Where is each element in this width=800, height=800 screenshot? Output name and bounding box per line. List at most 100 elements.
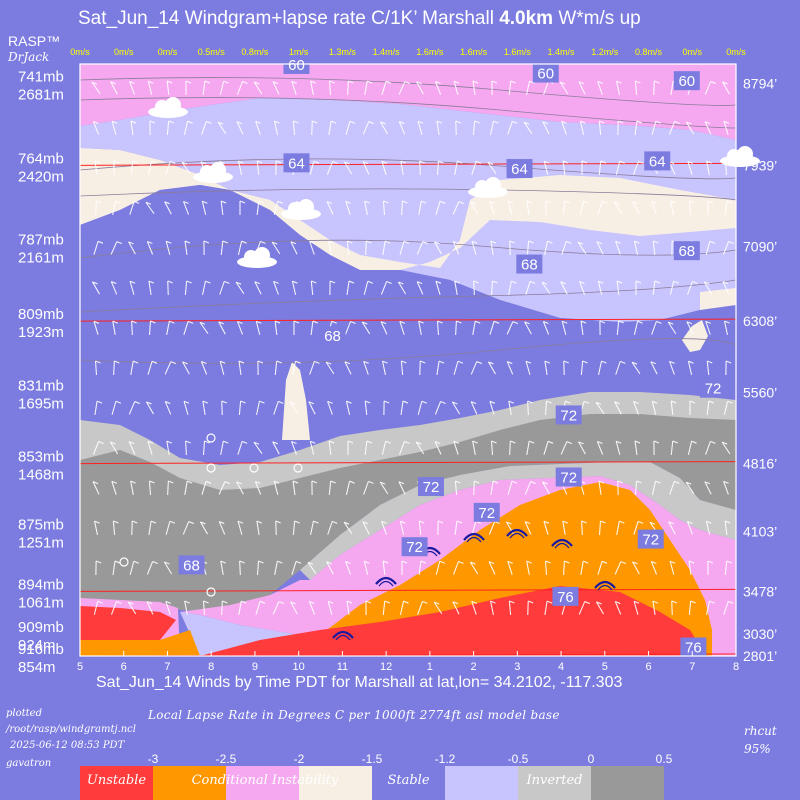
wind-barb: [704, 121, 712, 135]
wind-barb: [93, 601, 99, 615]
wind-barb-flag: [385, 440, 391, 444]
wind-barb-flag: [96, 200, 102, 204]
isotherm-label: 68: [183, 557, 200, 574]
wind-barb: [706, 400, 710, 416]
wind-barb-flag: [615, 440, 622, 444]
wind-barb: [256, 160, 260, 176]
wind-barb: [470, 401, 478, 415]
isotherm-label-box: [644, 151, 671, 171]
wind-barb: [202, 281, 206, 295]
wind-barb: [723, 601, 729, 615]
height-m-label: 1468m: [18, 467, 64, 484]
title-prefix: Sat_Jun_14 Windgram+lapse rate C/1K’ Mar…: [78, 8, 500, 29]
wind-barb: [146, 401, 154, 415]
cloud-icon: [720, 146, 760, 167]
wind-barb-flag: [510, 80, 516, 84]
pressure-line: [79, 318, 737, 322]
wind-barb: [454, 520, 458, 536]
wind-barb-flag: [419, 520, 425, 524]
wind-barb: [562, 521, 566, 535]
wind-barb-flag: [525, 360, 532, 364]
isotherm-label: 72: [406, 539, 423, 556]
wind-barb-flag: [92, 481, 99, 485]
wind-barb: [434, 441, 442, 455]
wind-barb-flag: [398, 481, 405, 485]
wind-barb: [94, 401, 98, 415]
wind-barb-flag: [561, 120, 567, 124]
wind-barb-flag: [634, 240, 640, 244]
wind-barb: [274, 320, 278, 336]
wind-barb-flag: [564, 560, 570, 564]
wind-barb-flag: [152, 560, 158, 565]
wind-barb: [236, 481, 244, 495]
wind-barb-flag: [379, 481, 386, 485]
wind-barb-flag: [169, 320, 175, 324]
wind-barb-flag: [332, 160, 338, 165]
pressure-reference-lines: [79, 162, 737, 657]
wind-barb-flag: [384, 600, 390, 604]
wind-barb-flag: [473, 280, 479, 284]
wind-barb-flag: [384, 240, 391, 244]
height-ft-label: 2801’: [743, 648, 777, 664]
wind-barb-flag: [275, 160, 282, 164]
wind-barb: [509, 440, 511, 456]
wind-barb-flag: [672, 440, 678, 444]
wind-barb-flag: [710, 81, 716, 85]
legend-bin: [518, 766, 591, 800]
wind-barb-flag: [185, 80, 192, 84]
wind-barb-flag: [293, 120, 299, 124]
wind-barb-flag: [236, 121, 243, 125]
wind-barb-flag: [129, 80, 135, 84]
thermal-arc-inner: [554, 542, 570, 549]
wstar-value: 1m/s: [289, 47, 309, 57]
wind-barb: [470, 361, 478, 375]
wind-barb-flag: [326, 561, 332, 565]
wind-barb: [451, 401, 461, 415]
wind-barb-flag: [242, 80, 248, 84]
wind-barb-flag: [418, 320, 424, 324]
wind-barb: [185, 440, 187, 456]
wind-barb-flag: [542, 481, 548, 485]
isotherm-label-box: [506, 159, 533, 179]
isotherm-label: 72: [705, 381, 722, 398]
wind-barb: [434, 401, 442, 415]
wind-barb: [597, 561, 603, 575]
wind-barb: [669, 281, 675, 295]
wind-barb-flag: [146, 401, 152, 405]
thermal-arc-inner: [597, 584, 613, 591]
isotherm-label: 76: [685, 640, 702, 657]
thermal-markers: [332, 528, 616, 641]
wind-barb-flag: [475, 160, 482, 164]
wind-barb: [109, 441, 119, 455]
wind-barb-flag: [667, 321, 674, 325]
wind-barb-flag: [204, 80, 211, 84]
wind-barb-flag: [237, 320, 243, 324]
wind-barb-flag: [528, 600, 534, 604]
wind-barb-flag: [115, 400, 122, 404]
wind-barb: [93, 321, 99, 335]
wind-barb-flag: [310, 80, 316, 84]
wind-barb: [525, 361, 531, 375]
wind-barb: [670, 440, 674, 456]
wind-barb-flag: [434, 441, 441, 445]
wind-barb-flag: [255, 480, 261, 485]
wind-barb: [598, 160, 602, 176]
isotherm-label-box: [319, 326, 346, 346]
wind-barb: [632, 201, 640, 215]
wind-barb-flag: [724, 320, 730, 324]
wind-barb-flag: [688, 360, 694, 364]
wind-barb-flag: [633, 600, 640, 604]
wind-barb: [326, 201, 334, 215]
wind-barb: [454, 281, 458, 295]
wind-barb-flag: [274, 320, 281, 324]
wind-barb: [344, 361, 352, 375]
wind-barb-flag: [381, 520, 387, 524]
wind-barb-flag: [541, 281, 548, 285]
wind-barb: [201, 481, 207, 495]
wind-barb: [202, 600, 206, 616]
wind-barb: [164, 201, 172, 215]
footer-path: /root/rasp/windgramtj.ncl: [6, 724, 136, 735]
wind-barb-flag: [348, 280, 355, 284]
wind-barb: [146, 241, 154, 255]
wind-barb-flag: [91, 81, 98, 85]
